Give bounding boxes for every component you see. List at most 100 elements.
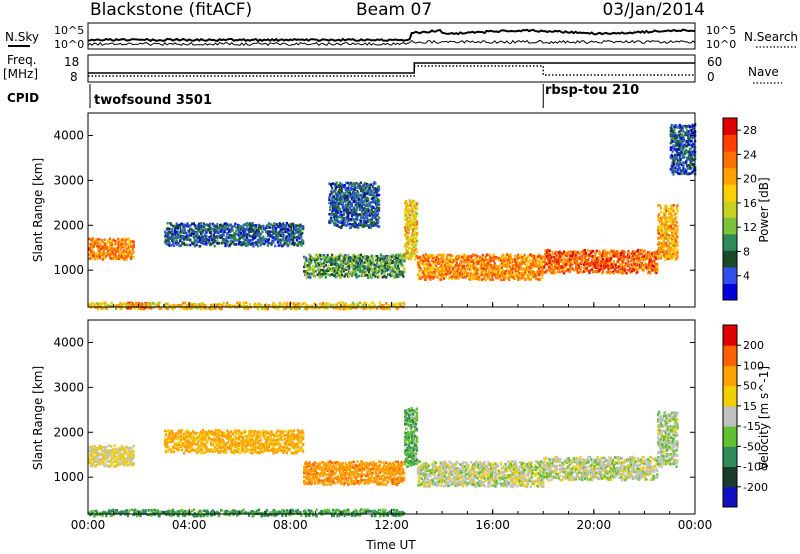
echo-cell	[682, 165, 685, 168]
echo-cell	[344, 262, 347, 265]
echo-cell	[239, 304, 242, 308]
echo-cell	[275, 304, 278, 307]
echo-cell	[203, 233, 206, 236]
echo-cell	[583, 265, 587, 269]
echo-cell	[419, 261, 422, 265]
echo-cell	[251, 242, 254, 245]
echo-cell	[507, 275, 510, 278]
echo-cell	[665, 205, 668, 208]
echo-cell	[116, 304, 119, 307]
echo-cell	[627, 264, 630, 268]
echo-cell	[260, 227, 263, 231]
echo-cell	[170, 244, 173, 247]
echo-cell	[363, 195, 366, 199]
echo-cell	[284, 241, 287, 245]
echo-cell	[321, 302, 325, 305]
echo-cell	[676, 148, 679, 151]
echo-cell	[335, 185, 338, 189]
echo-cell	[462, 266, 465, 269]
echo-cell	[450, 257, 453, 260]
echo-cell	[675, 142, 678, 146]
echo-cell	[288, 237, 291, 241]
echo-cell	[598, 269, 601, 273]
echo-cell	[655, 271, 658, 275]
echo-cell	[367, 256, 370, 259]
echo-cell	[432, 265, 435, 269]
echo-cell	[335, 303, 338, 307]
echo-cell	[349, 264, 353, 268]
echo-cell	[419, 277, 422, 280]
echo-cell	[620, 271, 623, 275]
echo-cell	[440, 278, 443, 281]
echo-cell	[110, 242, 113, 245]
echo-cell	[689, 167, 692, 170]
echo-cell	[672, 158, 675, 161]
echo-cell	[365, 221, 368, 224]
echo-cell	[425, 265, 428, 269]
echo-cell	[592, 266, 595, 269]
echo-cell	[680, 151, 683, 154]
echo-cell	[407, 242, 410, 245]
echo-cell	[364, 182, 367, 185]
echo-cell	[432, 272, 435, 275]
echo-cell	[527, 270, 531, 274]
echo-cell	[621, 259, 624, 263]
echo-cell	[287, 239, 290, 242]
echo-cell	[104, 301, 107, 305]
echo-cell	[484, 256, 487, 259]
echo-cell	[672, 126, 675, 129]
echo-cell	[301, 231, 304, 235]
echo-cell	[235, 229, 238, 233]
echo-cell	[89, 303, 92, 306]
echo-cell	[344, 260, 347, 264]
echo-cell	[670, 231, 674, 234]
echo-cell	[506, 267, 509, 271]
echo-cell	[630, 259, 633, 263]
echo-cell	[576, 267, 579, 270]
echo-cell	[363, 254, 366, 258]
echo-cell	[617, 260, 620, 264]
echo-cell	[585, 266, 588, 270]
echo-cell	[456, 254, 459, 258]
echo-cell	[676, 210, 679, 213]
echo-cell	[433, 275, 436, 279]
echo-cell	[96, 302, 99, 305]
echo-cell	[356, 218, 359, 221]
echo-cell	[478, 275, 481, 279]
echo-cell	[527, 273, 530, 277]
echo-cell	[536, 271, 540, 275]
echo-cell	[309, 276, 312, 279]
echo-cell	[198, 235, 201, 238]
echo-cell	[533, 254, 536, 258]
echo-cell	[179, 239, 182, 242]
echo-cell	[348, 262, 351, 265]
echo-cell	[172, 238, 176, 241]
echo-cell	[203, 239, 206, 242]
echo-cell	[449, 271, 452, 275]
echo-cell	[541, 276, 544, 279]
echo-cell	[412, 250, 415, 254]
nsky-frame	[87, 22, 696, 50]
echo-cell	[658, 204, 662, 207]
echo-cell	[428, 254, 431, 257]
echo-cell	[598, 250, 601, 253]
echo-cell	[323, 258, 326, 262]
echo-cell	[427, 260, 430, 263]
echo-cell	[359, 181, 363, 185]
echo-cell	[536, 270, 540, 273]
echo-cell	[616, 252, 619, 255]
echo-cell	[653, 254, 656, 257]
echo-cell	[350, 214, 354, 218]
echo-cell	[377, 212, 380, 216]
echo-cell	[400, 262, 403, 266]
echo-cell	[99, 304, 102, 308]
echo-cell	[231, 225, 234, 228]
echo-cell	[461, 267, 464, 271]
echo-cell	[681, 124, 684, 128]
echo-cell	[106, 306, 109, 310]
echo-cell	[537, 264, 540, 267]
echo-cell	[457, 277, 460, 280]
echo-cell	[548, 259, 551, 262]
echo-cell	[312, 265, 315, 268]
echo-cell	[381, 270, 384, 273]
